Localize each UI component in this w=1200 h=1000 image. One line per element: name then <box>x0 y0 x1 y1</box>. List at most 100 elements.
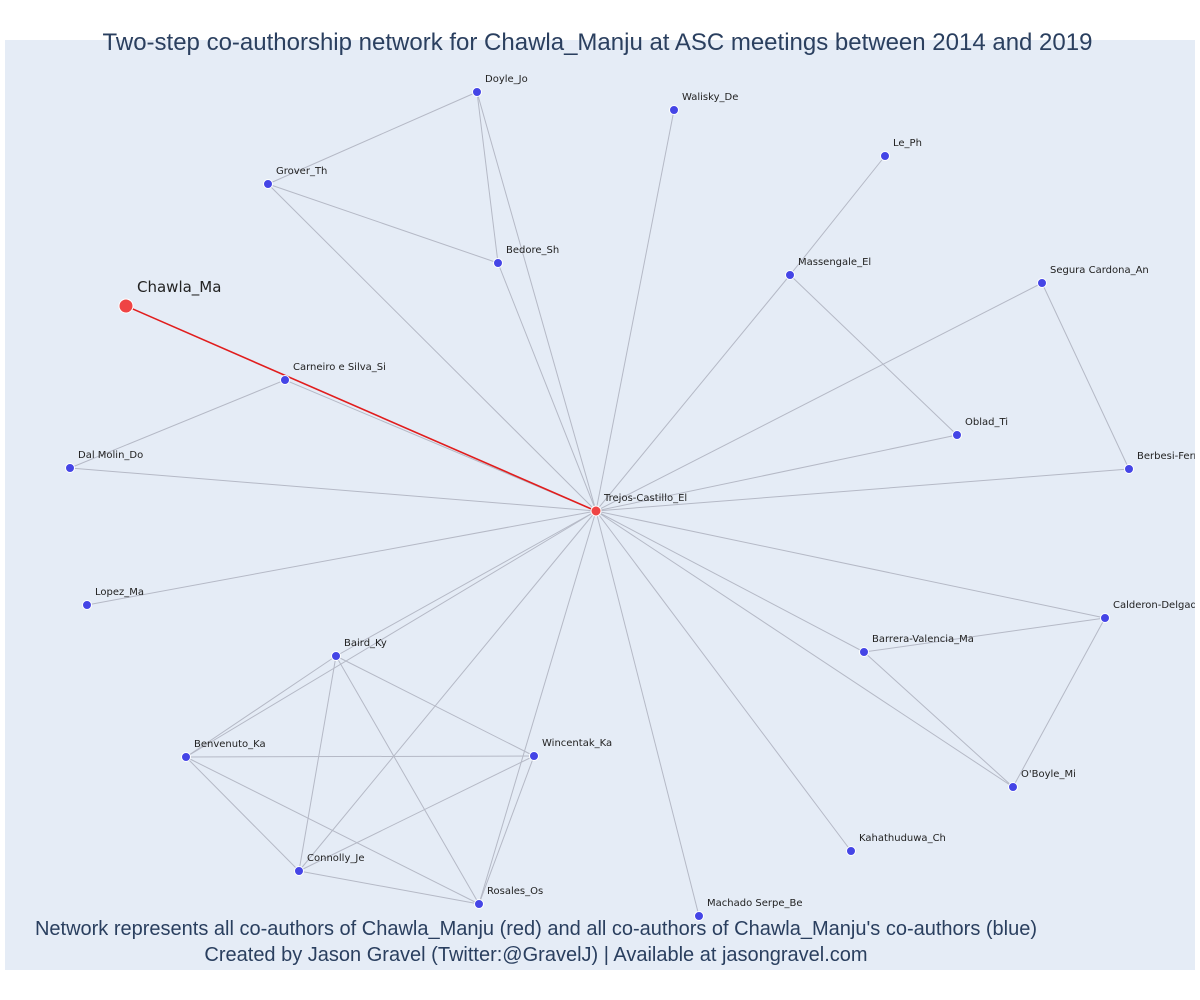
node-le-ph[interactable]: Le_Ph <box>880 138 922 161</box>
edge-trejos-castillo-el--lopez-ma <box>86 510 597 606</box>
node-marker[interactable] <box>785 270 795 280</box>
edge-benvenuto-ka--wincentak-ka <box>185 755 535 758</box>
edge-connolly-je--rosales-os <box>298 870 480 905</box>
node-oblad-ti[interactable]: Oblad_Ti <box>952 417 1009 440</box>
node-marker[interactable] <box>280 375 290 385</box>
node-label: Kahathuduwa_Ch <box>859 833 946 844</box>
caption-line-1: Network represents all co-authors of Cha… <box>34 918 1038 940</box>
edge-baird-ky--rosales-os <box>335 655 480 905</box>
edge-trejos-castillo-el--benvenuto-ka <box>185 510 597 758</box>
node-label: Barrera-Valencia_Ma <box>872 634 974 645</box>
node-label: Massengale_El <box>798 257 871 268</box>
node-marker[interactable] <box>669 105 679 115</box>
node-label: Dal Molin_Do <box>78 450 143 461</box>
node-marker[interactable] <box>590 505 602 517</box>
node-label: O'Boyle_Mi <box>1021 769 1076 780</box>
node-marker[interactable] <box>694 911 704 921</box>
node-label: Connolly_Je <box>307 853 364 864</box>
node-label: Doyle_Jo <box>485 74 528 85</box>
node-chawla-ma[interactable]: Chawla_Ma <box>118 278 221 314</box>
node-calderon-delgado[interactable]: Calderon-Delgado <box>1100 600 1200 623</box>
node-marker[interactable] <box>493 258 503 268</box>
node-marker[interactable] <box>1124 464 1134 474</box>
node-carneiro-e-silva-si[interactable]: Carneiro e Silva_Si <box>280 362 386 385</box>
node-label: Calderon-Delgado <box>1113 600 1200 611</box>
node-walisky-de[interactable]: Walisky_De <box>669 92 739 115</box>
edge-trejos-castillo-el--kahathuduwa-ch <box>595 510 852 852</box>
node-marker[interactable] <box>331 651 341 661</box>
node-doyle-jo[interactable]: Doyle_Jo <box>472 74 528 97</box>
node-marker[interactable] <box>263 179 273 189</box>
node-marker[interactable] <box>846 846 856 856</box>
node-marker[interactable] <box>529 751 539 761</box>
node-segura-cardona-an[interactable]: Segura Cardona_An <box>1037 265 1149 288</box>
node-marker[interactable] <box>859 647 869 657</box>
node-marker[interactable] <box>474 899 484 909</box>
node-label: Walisky_De <box>682 92 738 103</box>
edge-segura-cardona-an--berbesi-fern <box>1041 282 1130 470</box>
node-marker[interactable] <box>118 298 134 314</box>
node-grover-th[interactable]: Grover_Th <box>263 166 328 189</box>
node-kahathuduwa-ch[interactable]: Kahathuduwa_Ch <box>846 833 946 856</box>
node-label: Trejos-Castillo_El <box>603 493 687 504</box>
node-label: Benvenuto_Ka <box>194 739 266 750</box>
edge-baird-ky--wincentak-ka <box>335 655 535 757</box>
node-label: Lopez_Ma <box>95 587 144 598</box>
edge-calderon-delgado--o-boyle-mi <box>1012 617 1106 788</box>
node-massengale-el[interactable]: Massengale_El <box>785 257 872 280</box>
node-label: Chawla_Ma <box>137 278 221 297</box>
edge-grover-th--bedore-sh <box>267 183 499 264</box>
node-label: Machado Serpe_Be <box>707 898 803 909</box>
node-marker[interactable] <box>294 866 304 876</box>
edge-trejos-castillo-el--rosales-os <box>478 510 597 905</box>
node-o-boyle-mi[interactable]: O'Boyle_Mi <box>1008 769 1076 792</box>
edge-trejos-castillo-el--segura-cardona-an <box>595 282 1043 512</box>
edge-trejos-castillo-el--massengale-el <box>595 274 791 512</box>
node-wincentak-ka[interactable]: Wincentak_Ka <box>529 738 613 761</box>
edge-trejos-castillo-el--machado-serpe-be <box>595 510 700 917</box>
node-marker[interactable] <box>1100 613 1110 623</box>
node-marker[interactable] <box>952 430 962 440</box>
node-marker[interactable] <box>880 151 890 161</box>
node-marker[interactable] <box>82 600 92 610</box>
caption-line-2: Created by Jason Gravel (Twitter:@Gravel… <box>204 944 868 966</box>
node-benvenuto-ka[interactable]: Benvenuto_Ka <box>181 739 266 762</box>
edge-baird-ky--benvenuto-ka <box>185 655 337 758</box>
edge-trejos-castillo-el--oblad-ti <box>595 434 958 512</box>
node-baird-ky[interactable]: Baird_Ky <box>331 638 387 661</box>
node-berbesi-fern[interactable]: Berbesi-Fern <box>1124 451 1200 474</box>
node-trejos-castillo-el[interactable]: Trejos-Castillo_El <box>590 493 687 517</box>
node-lopez-ma[interactable]: Lopez_Ma <box>82 587 145 610</box>
edge-le-ph--massengale-el <box>789 155 886 276</box>
node-marker[interactable] <box>65 463 75 473</box>
node-label: Wincentak_Ka <box>542 738 612 749</box>
node-barrera-valencia-ma[interactable]: Barrera-Valencia_Ma <box>859 634 974 657</box>
edge-wincentak-ka--connolly-je <box>298 755 535 872</box>
node-dal-molin-do[interactable]: Dal Molin_Do <box>65 450 144 473</box>
edge-trejos-castillo-el--grover-th <box>267 183 597 512</box>
node-rosales-os[interactable]: Rosales_Os <box>474 886 544 909</box>
node-marker[interactable] <box>181 752 191 762</box>
node-label: Grover_Th <box>276 166 327 177</box>
node-label: Oblad_Ti <box>965 417 1008 428</box>
node-marker[interactable] <box>1037 278 1047 288</box>
edge-carneiro-e-silva-si--dal-molin-do <box>69 379 286 469</box>
node-connolly-je[interactable]: Connolly_Je <box>294 853 365 876</box>
edge-benvenuto-ka--connolly-je <box>185 756 300 872</box>
node-label: Berbesi-Fern <box>1137 451 1200 462</box>
node-bedore-sh[interactable]: Bedore_Sh <box>493 245 560 268</box>
edge-trejos-castillo-el--barrera-valencia-ma <box>595 510 865 653</box>
node-label: Segura Cardona_An <box>1050 265 1149 276</box>
edges-layer <box>69 91 1130 917</box>
edge-wincentak-ka--rosales-os <box>478 755 535 905</box>
edge-trejos-castillo-el--o-boyle-mi <box>595 510 1014 788</box>
edge-trejos-castillo-el--baird-ky <box>335 510 597 657</box>
edge-doyle-jo--grover-th <box>267 91 478 185</box>
node-machado-serpe-be[interactable]: Machado Serpe_Be <box>694 898 803 921</box>
node-marker[interactable] <box>472 87 482 97</box>
edge-trejos-castillo-el--doyle-jo <box>476 91 597 512</box>
node-marker[interactable] <box>1008 782 1018 792</box>
edge-massengale-el--oblad-ti <box>789 274 958 436</box>
